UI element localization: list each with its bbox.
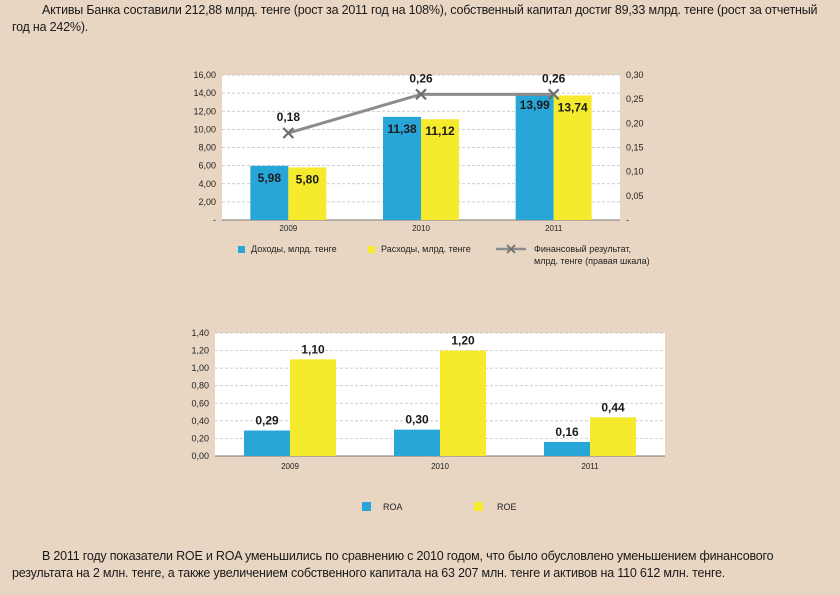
data-label: 1,10 xyxy=(301,342,325,356)
roa-roe-chart: 0,00 0,20 0,40 0,60 0,80 1,00 1,20 1,40 0,29 1,10… xyxy=(191,328,665,512)
bar-income xyxy=(383,116,421,220)
y2-tick-label: 0,30 xyxy=(626,70,644,80)
line-data-label: 0,18 xyxy=(277,110,301,124)
x-tick-label: 2011 xyxy=(545,224,563,233)
line-marker xyxy=(547,88,560,101)
x-tick-label: 2011 xyxy=(581,462,599,471)
legend-label-result: Финансовый результат, млрд. тенге (правая… xyxy=(534,244,650,266)
bar-roa xyxy=(394,429,440,456)
data-label: 11,12 xyxy=(425,124,455,138)
legend-swatch-roe xyxy=(474,502,483,511)
y-tick-label: 16,00 xyxy=(193,70,216,80)
line-marker xyxy=(415,88,427,101)
x-tick-label: 2010 xyxy=(431,462,449,471)
y2-tick-label: 0,10 xyxy=(626,167,644,177)
data-label: 1,20 xyxy=(451,334,475,348)
y-tick-label: 0,40 xyxy=(191,416,209,426)
line-data-label: 0,26 xyxy=(542,71,566,85)
data-label: 11,38 xyxy=(387,122,417,136)
bar-income xyxy=(515,93,554,220)
bar-roa xyxy=(544,441,590,456)
y2-tick-label: 0,20 xyxy=(626,118,644,128)
y2-tick-label: 0,25 xyxy=(626,94,644,104)
income-expense-chart: - 2,00 4,00 6,00 8,00 10,00 12,00 14,00 16,00 - 0,… xyxy=(193,70,650,266)
y-tick-label: 0,00 xyxy=(191,451,209,461)
y2-tick-label: - xyxy=(626,215,629,225)
y-tick-label: 0,20 xyxy=(191,433,209,443)
y-tick-label: 8,00 xyxy=(198,143,216,153)
marker-stroke xyxy=(415,88,427,101)
line-marker xyxy=(282,127,295,139)
bar-expense xyxy=(421,119,459,220)
y-tick-label: 14,00 xyxy=(193,88,216,98)
legend-swatch-expense xyxy=(368,246,375,253)
legend-label-roa: ROA xyxy=(383,502,403,512)
bar-roe xyxy=(590,417,636,456)
legend-label-line: млрд. тенге (правая шкала) xyxy=(534,256,650,266)
legend-label-roe: ROE xyxy=(497,502,517,512)
bar-roe xyxy=(440,350,486,456)
y-tick-label: 10,00 xyxy=(193,124,216,134)
data-label: 5,98 xyxy=(258,171,282,185)
data-label: 5,80 xyxy=(296,172,320,186)
y-tick-label: 1,00 xyxy=(191,363,209,373)
legend-label-line: Финансовый результат, xyxy=(534,244,631,254)
legend-marker-stroke xyxy=(506,244,516,254)
legend-label-income: Доходы, млрд. тенге xyxy=(251,244,337,254)
data-label: 0,44 xyxy=(601,400,625,414)
x-tick-label: 2010 xyxy=(412,224,430,233)
bar-income xyxy=(250,165,289,220)
bar-roe xyxy=(290,359,336,456)
y2-tick-label: 0,05 xyxy=(626,191,644,201)
marker-stroke xyxy=(547,88,560,101)
y-tick-label: 12,00 xyxy=(193,106,216,116)
y-tick-label: 1,20 xyxy=(191,346,209,356)
y-tick-label: 4,00 xyxy=(198,179,216,189)
y2-tick-label: 0,15 xyxy=(626,143,644,153)
y-tick-label: - xyxy=(213,215,216,225)
data-label: 0,16 xyxy=(555,425,579,439)
marker-stroke xyxy=(282,127,295,139)
y-tick-label: 0,60 xyxy=(191,398,209,408)
bar-expense xyxy=(288,167,327,220)
intro-paragraph: Активы Банка составили 212,88 млрд. тенг… xyxy=(12,3,818,34)
legend-label-expense: Расходы, млрд. тенге xyxy=(381,244,471,254)
y-tick-label: 6,00 xyxy=(198,161,216,171)
x-tick-label: 2009 xyxy=(281,462,299,471)
data-label: 0,29 xyxy=(255,414,279,428)
line-data-label: 0,26 xyxy=(409,71,433,85)
bar-expense xyxy=(553,95,592,220)
conclusion-paragraph: В 2011 году показатели ROE и ROA уменьши… xyxy=(12,549,774,580)
y-tick-label: 1,40 xyxy=(191,328,209,338)
x-tick-label: 2009 xyxy=(279,224,297,233)
legend-swatch-income xyxy=(238,246,245,253)
data-label: 13,99 xyxy=(520,98,550,112)
y-tick-label: 0,80 xyxy=(191,381,209,391)
legend-swatch-roa xyxy=(362,502,371,511)
data-label: 13,74 xyxy=(558,100,588,114)
data-label: 0,30 xyxy=(405,413,429,427)
y-tick-label: 2,00 xyxy=(198,197,216,207)
bar-roa xyxy=(244,430,290,456)
